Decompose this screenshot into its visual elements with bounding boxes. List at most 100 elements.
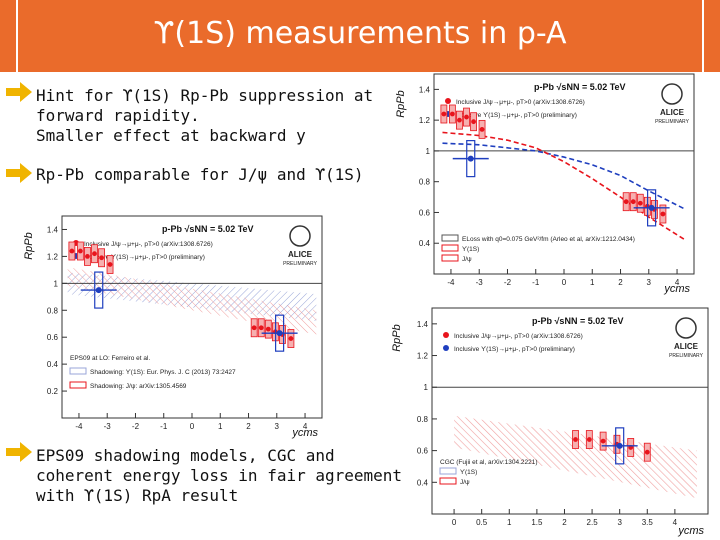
jpsi-point — [265, 326, 271, 332]
x-tick-label: 2 — [562, 518, 567, 527]
legend-label: Inclusive ϒ(1S)→μ+μ-, pT>0 (preliminary) — [456, 112, 577, 119]
logo-name: ALICE — [674, 342, 699, 351]
upsilon-point — [648, 204, 655, 211]
alice-logo-icon — [289, 225, 311, 247]
jpsi-point — [479, 126, 485, 132]
jpsi-point — [92, 251, 97, 257]
legend-label: Inclusive ϒ(1S)→μ+μ-, pT>0 (preliminary) — [454, 346, 575, 353]
bullet-arrow-icon — [6, 442, 32, 462]
y-axis-label: RpPb — [391, 324, 403, 352]
y-axis-label: RpPb — [23, 232, 35, 260]
jpsi-point — [99, 255, 104, 261]
bullet-arrow-icon — [6, 163, 32, 183]
model-legend-swatch — [439, 467, 457, 475]
x-tick-label: 3 — [647, 278, 652, 287]
jpsi-point — [69, 248, 75, 254]
x-axis-label: ycms — [663, 283, 690, 295]
x-tick-label: -4 — [75, 422, 83, 431]
bullet-2-line-1: Rp-Pb comparable for J/ψ and ϒ(1S) — [36, 165, 364, 184]
y-tick-label: 1.4 — [417, 320, 429, 329]
legend-label: Inclusive J/ψ→μ+μ-, pT>0 (arXiv:1308.672… — [84, 241, 213, 248]
y-tick-label: 0.6 — [417, 447, 429, 456]
x-tick-label: -3 — [104, 422, 112, 431]
x-tick-label: -3 — [476, 278, 484, 287]
y-tick-label: 0.4 — [419, 239, 431, 248]
cgc-band-jpsi — [454, 415, 697, 499]
jpsi-point — [77, 248, 83, 254]
x-tick-label: 0 — [190, 422, 195, 431]
model-legend-label: Shadowing: J/ψ: arXiv:1305.4569 — [90, 383, 187, 390]
x-tick-label: 1 — [218, 422, 223, 431]
y-tick-label: 1.2 — [47, 252, 59, 261]
upsilon-point — [95, 287, 102, 294]
y-tick-label: 1.4 — [47, 225, 59, 234]
title-bar: ϒ(1S) measurements in p-A — [0, 0, 720, 72]
y-tick-label: 0.8 — [47, 306, 59, 315]
model-legend-label: J/ψ — [460, 479, 470, 486]
x-tick-label: 4 — [303, 422, 308, 431]
logo-sub: PRELIMINARY — [669, 353, 703, 359]
x-tick-label: 3 — [617, 518, 622, 527]
jpsi-point — [441, 111, 447, 117]
chart-bottom-right: 0.4 0.6 0.8 1 1.2 1.4 0 0.5 1 1.5 2 2.5 3 3.5 4 RpPb ycm… — [391, 307, 709, 537]
x-tick-label: -4 — [447, 278, 455, 287]
jpsi-point — [457, 117, 462, 123]
legend-label: Inclusive ϒ(1S)→μ+μ-, pT>0 (preliminary) — [84, 254, 205, 261]
model-legend-swatch — [441, 234, 459, 242]
x-tick-label: 4 — [675, 278, 680, 287]
y-tick-label: 1.2 — [417, 352, 429, 361]
jpsi-point — [107, 262, 113, 267]
model-legend-label: J/ψ — [462, 256, 472, 263]
alice-logo-icon — [661, 83, 683, 105]
jpsi-point — [258, 325, 264, 331]
bullet-2: Rp-Pb comparable for J/ψ and ϒ(1S) — [36, 165, 364, 185]
x-tick-label: 4 — [673, 518, 678, 527]
x-tick-label: 2 — [246, 422, 251, 431]
bullet-3-line-1: EPS09 shadowing models, CGC and — [36, 446, 335, 465]
eloss-curve — [442, 142, 686, 211]
x-tick-label: 1.5 — [531, 518, 543, 527]
bullet-3-line-3: with ϒ(1S) RpA result — [36, 486, 239, 505]
y-tick-label: 0.6 — [419, 208, 431, 217]
model-legend-swatch — [441, 254, 459, 262]
y-axis-label: RpPb — [395, 90, 407, 118]
jpsi-point — [85, 254, 90, 259]
jpsi-point — [464, 114, 469, 120]
y-tick-label: 0.2 — [47, 387, 59, 396]
jpsi-point — [586, 437, 592, 442]
x-tick-label: 0.5 — [476, 518, 488, 527]
jpsi-point — [471, 119, 476, 125]
model-legend-label: ϒ(1S) — [462, 246, 479, 253]
model-legend-swatch — [441, 244, 459, 252]
x-tick-label: 3 — [275, 422, 280, 431]
y-tick-label: 1 — [54, 279, 59, 288]
y-tick-label: 1.2 — [419, 116, 431, 125]
legend-marker — [445, 98, 451, 104]
legend-marker — [443, 332, 449, 338]
jpsi-point — [637, 200, 643, 206]
logo-name: ALICE — [288, 250, 313, 259]
jpsi-point — [644, 449, 650, 455]
bullet-3-line-2: coherent energy loss in fair agreement — [36, 466, 403, 485]
x-tick-label: 2 — [618, 278, 623, 287]
chart-header: p-Pb √sNN = 5.02 TeV — [532, 316, 624, 326]
jpsi-point — [573, 437, 578, 442]
upsilon-point — [616, 442, 623, 449]
shadowing-band-jpsi — [67, 267, 317, 335]
jpsi-point — [630, 199, 636, 205]
bullet-3: EPS09 shadowing models, CGC and coherent… — [36, 446, 403, 506]
x-tick-label: -1 — [532, 278, 540, 287]
y-tick-label: 1 — [426, 147, 431, 156]
upsilon-point — [276, 330, 283, 337]
plot-frame — [433, 73, 695, 275]
model-legend-label: ϒ(1S) — [460, 469, 477, 476]
x-tick-label: -1 — [160, 422, 168, 431]
jpsi-point — [623, 199, 629, 205]
jpsi-point — [251, 325, 257, 331]
x-tick-label: 0 — [562, 278, 567, 287]
legend-label: Inclusive J/ψ→μ+μ-, pT>0 (arXiv:1308.672… — [454, 333, 583, 340]
model-legend-swatch — [439, 477, 457, 485]
x-tick-label: 1 — [507, 518, 512, 527]
y-tick-label: 0.4 — [47, 360, 59, 369]
x-axis-label: ycms — [291, 427, 318, 439]
